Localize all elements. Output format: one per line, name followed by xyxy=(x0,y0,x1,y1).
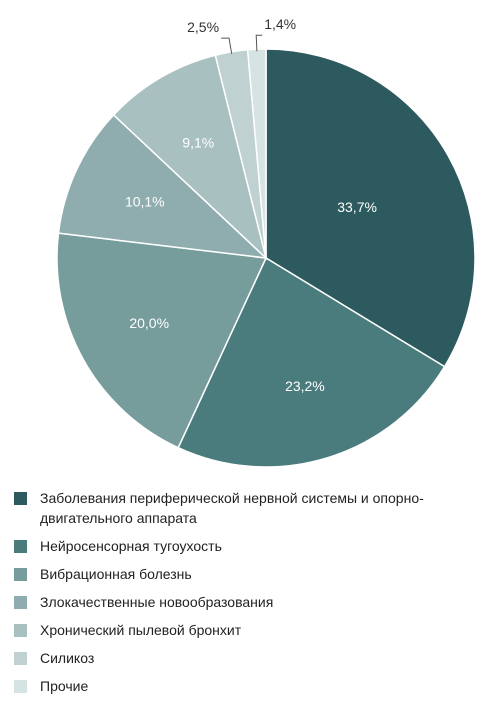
legend-swatch xyxy=(14,596,27,609)
slice-label-5: 2,5% xyxy=(187,19,219,35)
legend-swatch xyxy=(14,680,27,693)
legend-swatch xyxy=(14,540,27,553)
pie-slice-0 xyxy=(265,48,476,368)
legend-swatch xyxy=(14,492,27,505)
legend-item: Вибрационная болезнь xyxy=(14,564,494,584)
legend-swatch xyxy=(14,652,27,665)
legend: Заболевания периферической нервной систе… xyxy=(14,488,494,704)
legend-item: Хронический пылевой бронхит xyxy=(14,620,494,640)
pie-chart: 33,7% 23,2% 20,0% 10,1% 9,1% 2,5% 1,4% xyxy=(56,16,476,468)
legend-item: Прочие xyxy=(14,676,494,696)
legend-label: Заболевания периферической нервной систе… xyxy=(40,490,424,526)
legend-item: Нейросенсорная тугоухость xyxy=(14,536,494,556)
legend-item: Заболевания периферической нервной систе… xyxy=(14,488,494,528)
legend-label: Прочие xyxy=(40,678,89,694)
pie-slice-3 xyxy=(57,113,269,260)
legend-label: Силикоз xyxy=(40,650,95,666)
slice-label-1: 23,2% xyxy=(285,378,325,394)
leader-line-6 xyxy=(255,34,263,52)
leader-line-5 xyxy=(221,37,233,54)
slice-label-6: 1,4% xyxy=(264,16,296,32)
legend-label: Злокачественные новообразования xyxy=(40,594,274,610)
slice-label-0: 33,7% xyxy=(337,199,377,215)
slice-label-2: 20,0% xyxy=(129,315,169,331)
legend-swatch xyxy=(14,624,27,637)
legend-item: Силикоз xyxy=(14,648,494,668)
legend-item: Злокачественные новообразования xyxy=(14,592,494,612)
slice-label-4: 9,1% xyxy=(182,135,214,151)
pie-slice-2 xyxy=(56,232,268,449)
legend-label: Нейросенсорная тугоухость xyxy=(40,538,222,554)
slice-label-3: 10,1% xyxy=(125,193,165,209)
pie-slice-1 xyxy=(177,256,446,468)
legend-label: Хронический пылевой бронхит xyxy=(40,622,242,638)
legend-label: Вибрационная болезнь xyxy=(40,566,192,582)
legend-swatch xyxy=(14,568,27,581)
